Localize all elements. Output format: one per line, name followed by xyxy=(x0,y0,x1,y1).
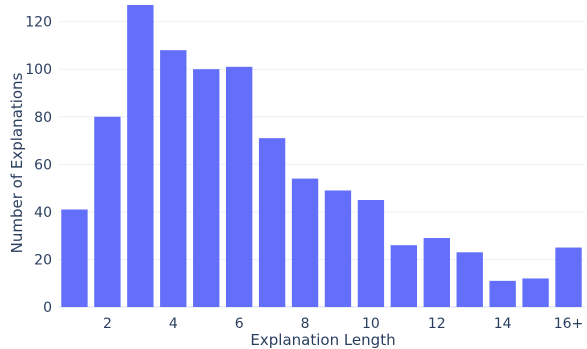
bar-1 xyxy=(61,209,88,307)
x-tick-label: 4 xyxy=(169,316,178,332)
x-tick-label: 6 xyxy=(235,316,244,332)
x-tick-label: 8 xyxy=(301,316,310,332)
y-axis-ticks: 0 20 40 60 80 100 120 xyxy=(25,15,52,316)
y-tick-label: 120 xyxy=(25,15,52,31)
bar-12 xyxy=(423,238,450,307)
x-axis-ticks: 2 4 6 8 10 12 14 16+ xyxy=(103,316,583,332)
bar-13 xyxy=(456,252,483,307)
x-tick-label: 10 xyxy=(362,316,380,332)
y-axis-title: Number of Explanations xyxy=(8,72,26,253)
x-tick-label: 16+ xyxy=(554,316,584,332)
bar-10 xyxy=(357,199,385,307)
bar-11 xyxy=(390,245,418,307)
bar-6 xyxy=(225,66,253,307)
bar-4 xyxy=(160,50,187,308)
bar-3 xyxy=(127,5,154,307)
bar-8 xyxy=(291,178,319,307)
bar-14 xyxy=(489,280,516,307)
y-tick-label: 60 xyxy=(34,157,52,173)
bar-2 xyxy=(94,116,121,307)
bar-7 xyxy=(258,138,286,307)
bar-9 xyxy=(324,190,352,307)
y-tick-label: 20 xyxy=(34,252,52,268)
bars xyxy=(61,5,582,308)
y-tick-label: 40 xyxy=(34,205,52,221)
y-tick-label: 0 xyxy=(43,300,52,316)
x-tick-label: 2 xyxy=(103,316,112,332)
x-tick-label: 12 xyxy=(428,316,446,332)
bar-15 xyxy=(522,278,549,307)
x-axis-title: Explanation Length xyxy=(250,331,395,349)
bar-16 xyxy=(555,247,582,307)
x-tick-label: 14 xyxy=(494,316,512,332)
y-tick-label: 100 xyxy=(25,62,52,78)
bar-5 xyxy=(193,69,220,307)
y-tick-label: 80 xyxy=(34,110,52,126)
